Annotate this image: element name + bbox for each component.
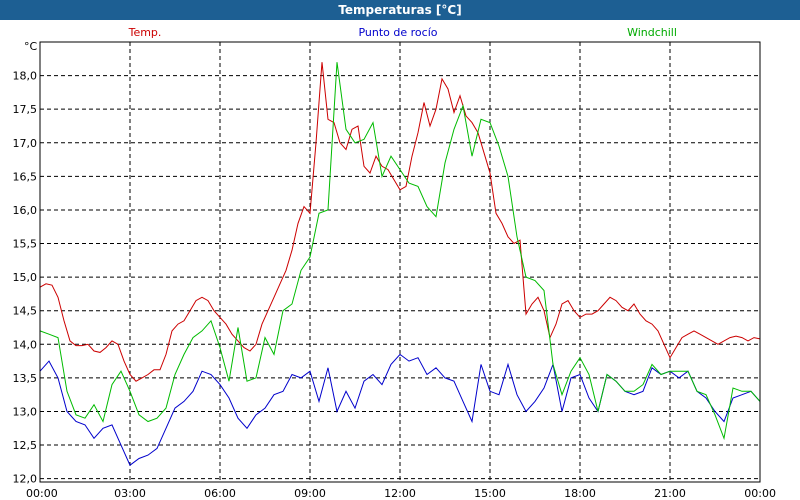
legend-windchill: Windchill (627, 26, 677, 39)
y-tick-label: 14,5 (13, 305, 38, 318)
y-tick-label: 15,5 (13, 238, 38, 251)
y-tick-label: 18,0 (13, 70, 38, 83)
y-tick-label: 17,0 (13, 137, 38, 150)
series-line-dewpoint (39, 353, 761, 466)
y-tick-label: 12,5 (13, 439, 38, 452)
plot-area-border (39, 41, 761, 483)
x-axis-ticks: 00:0017/11/2503:0017/11/2506:0017/11/250… (26, 487, 776, 500)
series-lines (39, 62, 761, 466)
temperature-chart: Temp. Punto de rocío Windchill °C 12,012… (13, 26, 777, 500)
y-tick-label: 12,0 (13, 473, 38, 486)
x-tick-time: 18:00 (564, 487, 596, 500)
y-tick-label: 15,0 (13, 271, 38, 284)
legend-temp: Temp. (128, 26, 162, 39)
series-line-windchill (39, 62, 761, 441)
y-tick-label: 16,5 (13, 170, 38, 183)
y-tick-label: 14,0 (13, 338, 38, 351)
x-tick-time: 00:00 (26, 487, 58, 500)
y-tick-label: 16,0 (13, 204, 38, 217)
x-tick-time: 21:00 (654, 487, 686, 500)
x-tick-time: 09:00 (294, 487, 326, 500)
y-tick-label: 13,5 (13, 372, 38, 385)
x-tick-time: 03:00 (114, 487, 146, 500)
window-title: Temperaturas [°C] (0, 0, 800, 20)
x-tick-time: 00:00 (744, 487, 776, 500)
y-axis-unit: °C (24, 40, 38, 53)
series-line-temp (39, 62, 761, 382)
x-tick-time: 06:00 (204, 487, 236, 500)
x-tick-time: 12:00 (384, 487, 416, 500)
y-tick-label: 13,0 (13, 405, 38, 418)
grid (40, 42, 760, 482)
y-axis-ticks: 12,0 12,5 13,0 13,5 14,0 14,5 15,0 15,5 16,0 16,5… (13, 70, 38, 486)
x-tick-time: 15:00 (474, 487, 506, 500)
y-tick-label: 17,5 (13, 103, 38, 116)
legend-dewpoint: Punto de rocío (358, 26, 437, 39)
